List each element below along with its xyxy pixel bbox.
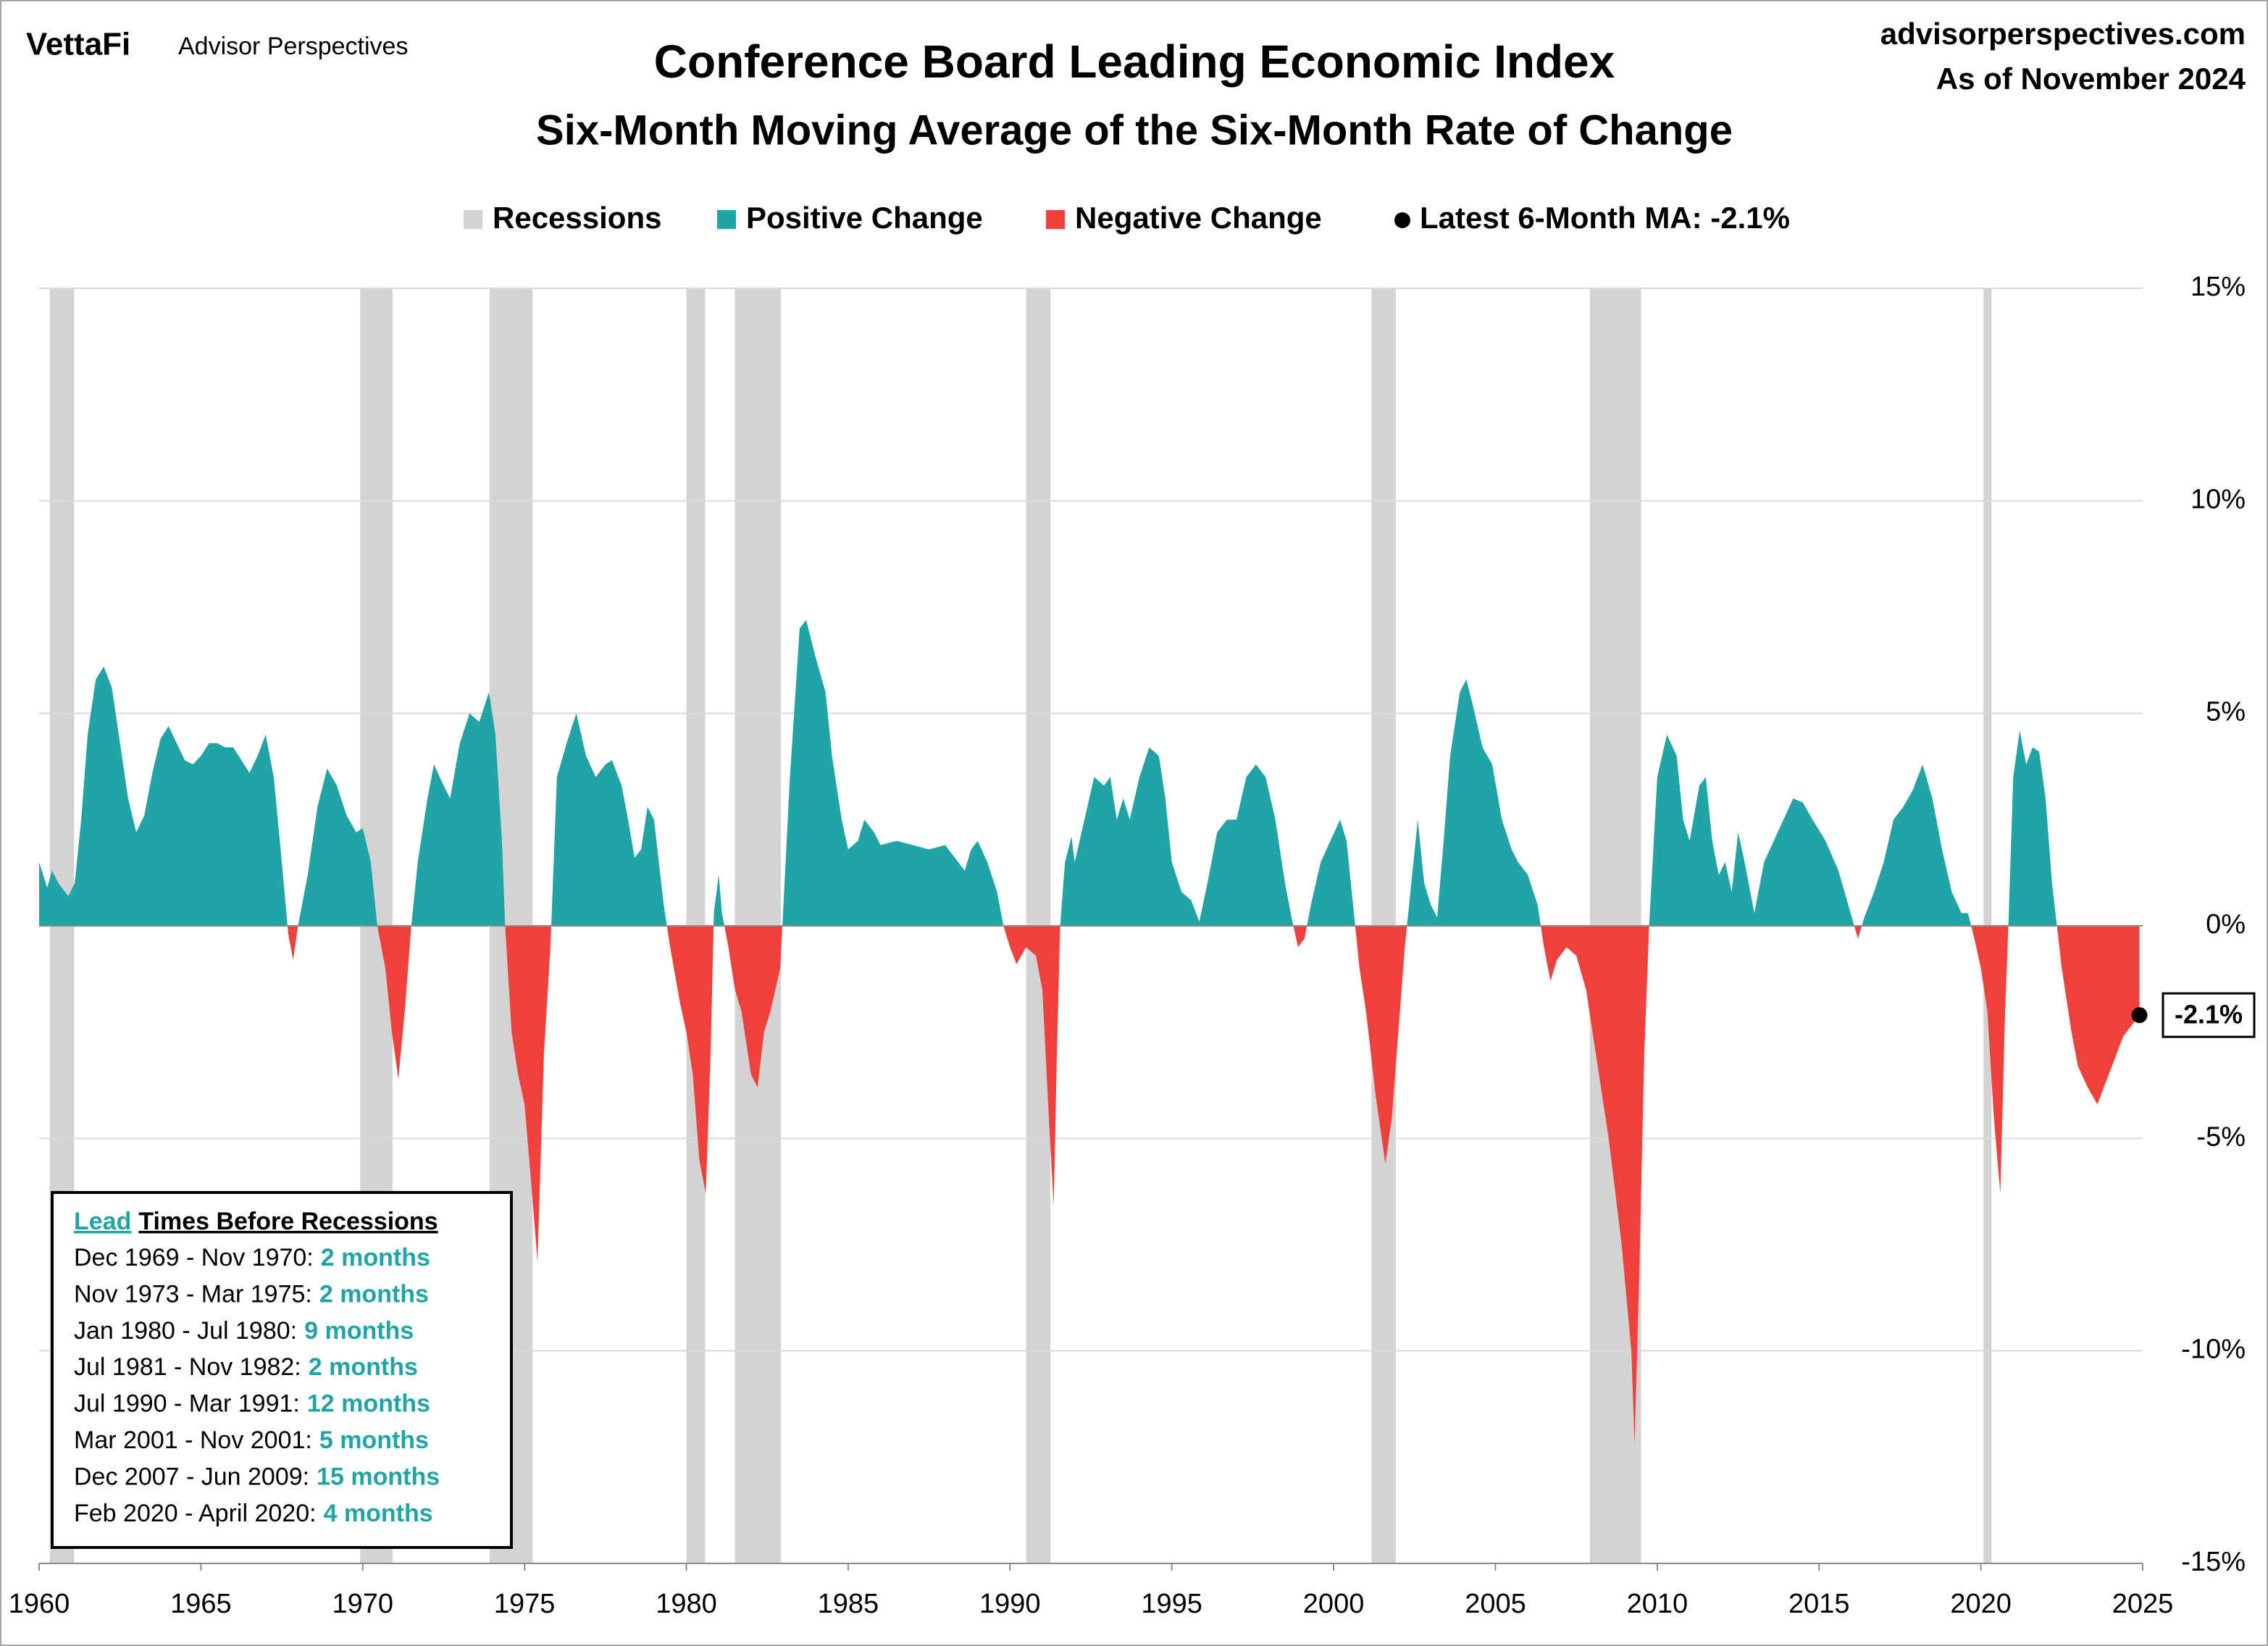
y-tick-label: -15% (2181, 1547, 2246, 1577)
lead-row: Jan 1980 - Jul 1980: 9 months (74, 1317, 414, 1345)
x-tick-label: 1980 (656, 1589, 717, 1619)
lead-row: Jul 1981 - Nov 1982: 2 months (74, 1353, 418, 1381)
latest-label: -2.1% (2175, 1000, 2243, 1029)
lead-row: Nov 1973 - Mar 1975: 2 months (74, 1280, 429, 1308)
lead-period: Dec 2007 - Jun 2009: (74, 1463, 309, 1490)
legend-dot (1394, 212, 1410, 228)
lead-period: Jan 1980 - Jul 1980: (74, 1317, 297, 1345)
lead-months: 9 months (304, 1317, 414, 1345)
x-tick-label: 1970 (332, 1589, 393, 1619)
lead-row: Jul 1990 - Mar 1991: 12 months (74, 1390, 430, 1418)
x-tick-label: 2010 (1627, 1589, 1689, 1619)
x-tick-label: 2020 (1950, 1589, 2012, 1619)
lead-period: Feb 2020 - April 2020: (74, 1500, 317, 1527)
lead-row: Mar 2001 - Nov 2001: 5 months (74, 1426, 429, 1454)
x-tick-label: 2000 (1303, 1589, 1365, 1619)
lead-table: Lead Times Before Recessions Dec 1969 - N… (51, 1191, 513, 1549)
y-tick-label: -10% (2181, 1334, 2246, 1365)
legend: Recessions Positive Change Negative Chan… (464, 201, 1790, 235)
x-tick-label: 2005 (1465, 1589, 1526, 1619)
lead-row: Feb 2020 - April 2020: 4 months (74, 1500, 433, 1527)
lead-word: Lead (74, 1208, 131, 1235)
positive-area (39, 619, 2140, 926)
legend-label: Recessions (493, 201, 661, 235)
legend-swatch (1046, 210, 1065, 229)
x-tick-label: 1995 (1141, 1589, 1202, 1619)
lead-months: 2 months (309, 1353, 418, 1381)
chart-title: Conference Board Leading Economic Index (654, 35, 1615, 88)
x-tick-label: 1975 (494, 1589, 556, 1619)
legend-label: Latest 6-Month MA: -2.1% (1420, 201, 1790, 235)
latest-dot (2131, 1007, 2148, 1024)
latest-box (2162, 992, 2256, 1038)
brand-sub: Advisor Perspectives (178, 33, 408, 60)
brand: VettaFi (26, 27, 130, 62)
y-tick-label: 5% (2206, 697, 2246, 727)
legend-swatch (464, 210, 482, 229)
y-tick-label: 0% (2206, 909, 2246, 940)
x-tick-label: 2025 (2112, 1589, 2174, 1619)
x-tick-label: 1985 (818, 1589, 879, 1619)
lead-months: 4 months (324, 1500, 433, 1527)
lead-months: 2 months (321, 1244, 430, 1271)
lead-period: Jul 1981 - Nov 1982: (74, 1353, 301, 1381)
lead-months: 5 months (319, 1426, 429, 1454)
negative-area (39, 926, 2140, 1445)
plot-area (38, 288, 2143, 1571)
legend-label: Negative Change (1075, 201, 1322, 235)
lead-row: Dec 1969 - Nov 1970: 2 months (74, 1244, 430, 1271)
lead-table-frame (51, 1191, 513, 1549)
legend-swatch (717, 210, 736, 229)
legend-label: Positive Change (746, 201, 983, 235)
lead-months: 2 months (319, 1280, 429, 1308)
x-tick-label: 2015 (1788, 1589, 1850, 1619)
lead-months: 15 months (317, 1463, 440, 1490)
lead-title-rest: Times Before Recessions (138, 1208, 438, 1235)
x-tick-label: 1965 (170, 1589, 232, 1619)
lead-period: Mar 2001 - Nov 2001: (74, 1426, 312, 1454)
x-tick-label: 1990 (979, 1589, 1041, 1619)
lead-months: 12 months (307, 1390, 430, 1418)
y-tick-label: 10% (2190, 484, 2246, 514)
y-tick-label: -5% (2196, 1121, 2246, 1152)
lead-row: Dec 2007 - Jun 2009: 15 months (74, 1463, 440, 1490)
chart-subtitle: Six-Month Moving Average of the Six-Mont… (536, 106, 1733, 154)
x-tick-label: 1960 (9, 1589, 70, 1619)
lead-table-title: Lead Times Before Recessions (74, 1208, 438, 1235)
date-note: As of November 2024 (1936, 62, 2246, 96)
lead-period: Dec 1969 - Nov 1970: (74, 1244, 314, 1271)
source: advisorperspectives.com (1880, 17, 2246, 51)
lead-period: Nov 1973 - Mar 1975: (74, 1280, 312, 1308)
lead-period: Jul 1990 - Mar 1991: (74, 1390, 300, 1418)
y-tick-label: 15% (2190, 272, 2246, 302)
